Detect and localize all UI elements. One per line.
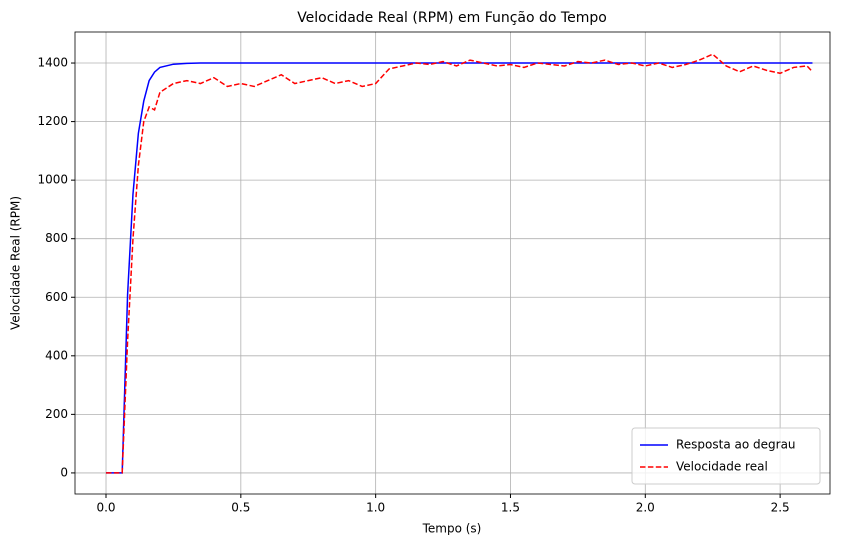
plot-frame (74, 31, 831, 495)
y-tick-label: 1200 (37, 114, 68, 128)
x-tick-label: 0.5 (231, 501, 250, 515)
data-line (106, 62, 813, 474)
x-axis-label: Tempo (s) (422, 522, 482, 536)
y-tick-label: 1000 (37, 173, 68, 187)
y-tick-label: 800 (45, 231, 68, 245)
y-tick-label: 1400 (37, 56, 68, 70)
y-tick-label: 600 (45, 290, 68, 304)
data-line (106, 53, 814, 474)
x-tick-label: 1.5 (501, 501, 520, 515)
legend-box (631, 427, 821, 485)
x-tick-label: 0.0 (96, 501, 115, 515)
x-tick-label: 1.0 (366, 501, 385, 515)
legend-label: Resposta ao degrau (676, 438, 796, 452)
y-axis-label: Velocidade Real (RPM) (9, 196, 23, 330)
y-tick-label: 400 (45, 348, 68, 362)
y-tick-label: 0 (60, 465, 68, 479)
legend-label: Velocidade real (676, 460, 768, 474)
y-tick-label: 200 (45, 407, 68, 421)
x-tick-label: 2.5 (771, 501, 790, 515)
x-tick-label: 2.0 (636, 501, 655, 515)
chart-title: Velocidade Real (RPM) em Função do Tempo (297, 10, 607, 26)
